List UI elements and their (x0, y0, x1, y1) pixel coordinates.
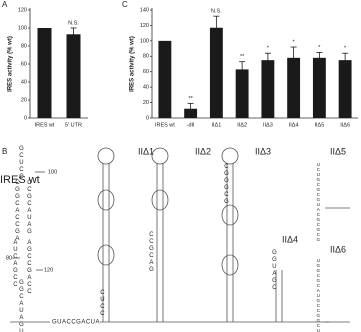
sequence: CGGCACCGA (14, 180, 20, 243)
significance-label: * (267, 46, 270, 52)
bulge (151, 189, 169, 211)
sequence: GGUAGC (271, 250, 277, 292)
loop (221, 147, 239, 165)
y-axis-label: IRES activity (% wt) (8, 36, 14, 92)
bar (235, 69, 249, 118)
position-number: 120 (44, 267, 53, 273)
sequence: UGGCGCAUGCCGGCUG (315, 258, 320, 332)
bulge (221, 204, 239, 226)
x-tick-label: IRES wt (155, 122, 175, 128)
y-tick-label: 140 (140, 7, 149, 13)
bulge (97, 189, 115, 211)
bulge (221, 254, 239, 276)
significance-label: ** (188, 96, 193, 102)
x-tick-label: IIΔ3 (263, 122, 273, 128)
structure-title: IIΔ6 (330, 244, 346, 254)
bar (261, 60, 275, 118)
structure-title: IIΔ3 (255, 146, 271, 156)
y-tick-label: 60 (143, 69, 149, 75)
loop (97, 147, 115, 165)
x-tick-label: IRES wt (35, 122, 55, 128)
bar (338, 60, 352, 118)
sequence: GGCAUAGU (18, 280, 24, 332)
sequence: CCGCAG (148, 232, 154, 274)
bulge (97, 244, 115, 266)
y-tick-label: 100 (140, 38, 149, 44)
x-tick-label: 5' UTR (65, 122, 82, 128)
structure-title: IIΔ5 (330, 146, 346, 156)
position-number: 100 (48, 169, 57, 175)
structure-title: IRES wt (0, 174, 40, 186)
significance-label: * (293, 39, 296, 45)
y-tick-label: 120 (140, 23, 149, 29)
significance-label: * (318, 45, 321, 51)
sequence: GCUCC (18, 146, 24, 181)
y-tick-label: 20 (21, 97, 27, 103)
y-tick-label: 20 (143, 100, 149, 106)
sequence: CGGGCG (223, 164, 229, 206)
y-tick-label: 80 (21, 43, 27, 49)
y-tick-label: 40 (143, 85, 149, 91)
sequence: UCUGCGCGUACGCGCG (315, 162, 320, 242)
significance-label: N.S. (211, 9, 222, 15)
bar (209, 27, 223, 118)
x-tick-label: IIΔ5 (314, 122, 324, 128)
x-tick-label: IIΔ6 (340, 122, 350, 128)
bar (287, 57, 301, 118)
y-axis-label: IRES activity (% wt) (130, 36, 136, 92)
y-tick-label: 0 (146, 115, 149, 121)
significance-label: ** (240, 54, 245, 60)
panel-letter: C (122, 0, 128, 9)
structure-title: IIΔ1 (138, 146, 154, 156)
structure-title: IIΔ2 (195, 146, 211, 156)
y-tick-label: 120 (18, 7, 27, 13)
y-tick-label: 100 (18, 25, 27, 31)
sequence: CCGCAUAG (26, 180, 32, 236)
bar (66, 34, 81, 118)
x-tick-label: IIΔ1 (211, 122, 221, 128)
panel-letter: A (2, 0, 8, 9)
bar (312, 57, 326, 118)
bar (158, 40, 172, 118)
sequence: GUACCGACUA (52, 320, 100, 326)
y-tick-label: 0 (24, 115, 27, 121)
sequence: AUCAGCC (12, 240, 18, 289)
y-tick-label: 40 (21, 79, 27, 85)
y-tick-label: 80 (143, 54, 149, 60)
sequence: AGCCGACC (26, 240, 32, 296)
significance-label: * (344, 46, 347, 52)
x-tick-label: -dII (187, 122, 195, 128)
x-tick-label: IIΔ2 (237, 122, 247, 128)
structure-title: IIΔ4 (282, 234, 298, 244)
bar (37, 28, 52, 118)
panel-letter: B (2, 147, 7, 156)
position-number: 80 (6, 255, 12, 261)
x-tick-label: IIΔ4 (289, 122, 299, 128)
loop (151, 147, 169, 165)
y-tick-label: 60 (21, 61, 27, 67)
sequence: CUCC (99, 290, 105, 318)
significance-label: N.S. (68, 20, 79, 26)
